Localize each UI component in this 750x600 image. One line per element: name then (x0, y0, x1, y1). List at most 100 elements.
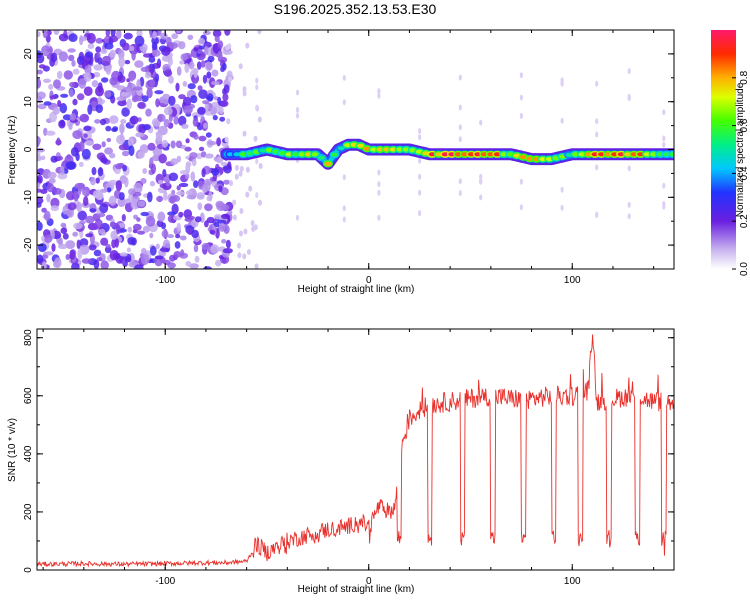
noise-blob (134, 35, 145, 47)
y-tick-label: 0 (23, 567, 34, 573)
noise-blob (70, 147, 79, 157)
snr-plot-area (37, 329, 674, 570)
noise-blob (211, 80, 220, 86)
noise-blob (53, 187, 62, 195)
noise-blob (105, 125, 112, 132)
noise-blob (127, 237, 136, 245)
streak-blob (458, 190, 462, 197)
noise-blob (48, 177, 56, 184)
noise-blob (223, 163, 232, 174)
noise-blob (105, 214, 114, 221)
track-peak (337, 146, 345, 151)
noise-blob (220, 161, 228, 167)
noise-blob (219, 100, 229, 107)
track-peak (226, 152, 234, 157)
noise-blob (132, 86, 143, 91)
noise-blob (237, 242, 241, 249)
noise-blob (198, 37, 206, 45)
noise-blob (142, 124, 151, 131)
streak-blob (295, 89, 300, 96)
noise-blob (69, 113, 77, 121)
noise-blob (121, 214, 126, 222)
noise-blob (90, 176, 96, 186)
track-peak (357, 143, 365, 148)
noise-blob (242, 90, 247, 97)
noise-blob (56, 137, 61, 146)
noise-blob (219, 116, 226, 122)
noise-blob (215, 259, 222, 267)
noise-blob (87, 43, 95, 50)
noise-blob (175, 140, 183, 149)
noise-blob (79, 113, 90, 123)
noise-blob (72, 98, 78, 106)
noise-blob (84, 140, 95, 146)
streak-blob (662, 109, 666, 116)
noise-blob (157, 113, 166, 122)
noise-blob (217, 40, 224, 49)
noise-blob (88, 244, 97, 251)
noise-blob (58, 243, 68, 250)
noise-blob (134, 264, 144, 269)
noise-blob (136, 217, 141, 222)
noise-blob (167, 56, 173, 66)
noise-blob (51, 243, 56, 252)
noise-blob (118, 144, 129, 151)
noise-blob (37, 174, 43, 184)
noise-blob (128, 45, 135, 52)
noise-blob (105, 30, 110, 38)
noise-blob (118, 223, 126, 228)
noise-blob (182, 96, 192, 107)
noise-blob (142, 168, 148, 174)
noise-blob (100, 237, 109, 246)
noise-blob (176, 191, 185, 196)
noise-blob (96, 52, 101, 59)
noise-blob (83, 72, 92, 82)
noise-blob (38, 64, 46, 69)
streak-blob (662, 182, 666, 189)
noise-blob (79, 140, 85, 152)
noise-blob (193, 244, 199, 253)
noise-blob (68, 88, 74, 98)
noise-blob (37, 155, 43, 162)
streak-blob (627, 165, 631, 172)
noise-blob (60, 166, 65, 176)
noise-blob (246, 249, 251, 255)
noise-blob (257, 116, 262, 123)
streak-blob (458, 178, 462, 185)
noise-blob (95, 104, 104, 113)
streak-blob (418, 210, 422, 217)
noise-blob (37, 53, 45, 64)
noise-blob (115, 180, 123, 191)
noise-blob (142, 225, 150, 233)
noise-blob (171, 189, 176, 195)
noise-blob (52, 106, 60, 115)
noise-blob (140, 66, 150, 72)
noise-blob (45, 130, 56, 136)
noise-blob (217, 50, 223, 61)
streak-blob (255, 192, 259, 199)
noise-blob (100, 188, 108, 193)
streak-blob (519, 94, 524, 101)
noise-blob (74, 182, 85, 190)
noise-blob (151, 36, 159, 45)
noise-blob (132, 191, 142, 197)
noise-blob (101, 77, 109, 83)
noise-blob (93, 249, 102, 257)
noise-blob (182, 81, 188, 87)
track-peak (383, 147, 391, 152)
noise-blob (66, 191, 76, 201)
noise-blob (156, 30, 162, 36)
noise-blob (62, 205, 68, 215)
spectrogram-xlabel: Height of straight line (km) (298, 284, 415, 295)
noise-blob (41, 155, 46, 161)
noise-blob (227, 209, 233, 216)
noise-blob (57, 172, 68, 180)
noise-blob (146, 87, 153, 99)
noise-blob (161, 229, 169, 238)
noise-blob (204, 203, 213, 212)
noise-blob (145, 108, 152, 117)
noise-blob (257, 30, 262, 35)
noise-blob (141, 95, 149, 102)
noise-blob (161, 47, 171, 56)
